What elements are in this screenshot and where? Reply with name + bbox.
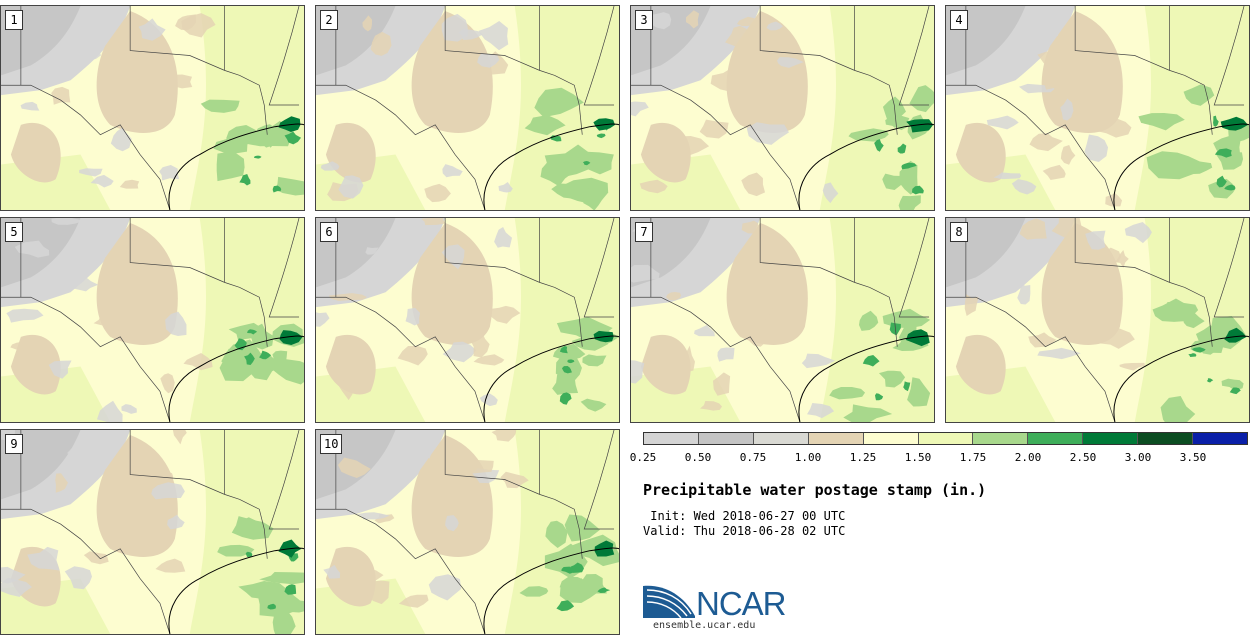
- colorbar-segment: [1028, 433, 1084, 444]
- init-time: Init: Wed 2018-06-27 00 UTC: [643, 509, 846, 523]
- map-panel: 5: [0, 217, 305, 423]
- colorbar-segment: [973, 433, 1029, 444]
- precip-water-map: [316, 6, 619, 210]
- colorbar-tick-label: 3.00: [1124, 451, 1152, 464]
- ncar-logo-icon: [643, 585, 695, 619]
- precip-water-map: [946, 218, 1249, 422]
- colorbar-segment: [753, 433, 809, 444]
- panel-number: 1: [5, 10, 23, 30]
- colorbar-tick-label: 3.50: [1179, 451, 1207, 464]
- colorbar-tick-label: 0.50: [684, 451, 712, 464]
- panel-number: 9: [5, 434, 23, 454]
- colorbar-tick-label: 1.75: [959, 451, 987, 464]
- map-panel: 9: [0, 429, 305, 635]
- precip-water-map: [1, 6, 304, 210]
- panel-number: 3: [635, 10, 653, 30]
- colorbar-tick-label: 1.50: [904, 451, 932, 464]
- colorbar-tick-label: 2.50: [1069, 451, 1097, 464]
- ncar-logo-text: NCAR: [696, 585, 787, 622]
- map-panel: 8: [945, 217, 1250, 423]
- colorbar-tick-label: 2.00: [1014, 451, 1042, 464]
- colorbar-ticks: 0.25 0.50 0.75 1.00 1.25 1.50 1.75 2.00 2.50 3.00…: [0, 451, 1260, 465]
- colorbar-segment: [808, 433, 864, 444]
- precip-water-map: [316, 430, 619, 634]
- colorbar-segment: [918, 433, 974, 444]
- map-panel: 4: [945, 5, 1250, 211]
- colorbar: [643, 432, 1248, 445]
- precip-water-map: [1, 218, 304, 422]
- map-panel: 3: [630, 5, 935, 211]
- colorbar-segment: [1193, 433, 1247, 444]
- colorbar-segment: [1083, 433, 1139, 444]
- panel-number: 8: [950, 222, 968, 242]
- panel-number: 4: [950, 10, 968, 30]
- map-panel: 1: [0, 5, 305, 211]
- colorbar-tick-label: 0.25: [629, 451, 657, 464]
- colorbar-segment: [863, 433, 919, 444]
- colorbar-segment: [698, 433, 754, 444]
- colorbar-segment: [1138, 433, 1194, 444]
- precip-water-map: [631, 218, 934, 422]
- panel-number: 2: [320, 10, 338, 30]
- panel-number: 6: [320, 222, 338, 242]
- colorbar-tick-label: 0.75: [739, 451, 767, 464]
- colorbar-segment: [644, 433, 699, 444]
- map-panel: 2: [315, 5, 620, 211]
- colorbar-tick-label: 1.25: [849, 451, 877, 464]
- precip-water-map: [946, 6, 1249, 210]
- panel-number: 5: [5, 222, 23, 242]
- panel-number: 7: [635, 222, 653, 242]
- map-panel: 6: [315, 217, 620, 423]
- panel-number: 10: [320, 434, 343, 454]
- map-panel: 7: [630, 217, 935, 423]
- figure-title: Precipitable water postage stamp (in.): [643, 481, 987, 499]
- valid-time: Valid: Thu 2018-06-28 02 UTC: [643, 524, 846, 538]
- colorbar-tick-label: 1.00: [794, 451, 822, 464]
- precip-water-map: [631, 6, 934, 210]
- map-panel: 10: [315, 429, 620, 635]
- website-url[interactable]: ensemble.ucar.edu: [653, 620, 756, 631]
- precip-water-map: [316, 218, 619, 422]
- precip-water-map: [1, 430, 304, 634]
